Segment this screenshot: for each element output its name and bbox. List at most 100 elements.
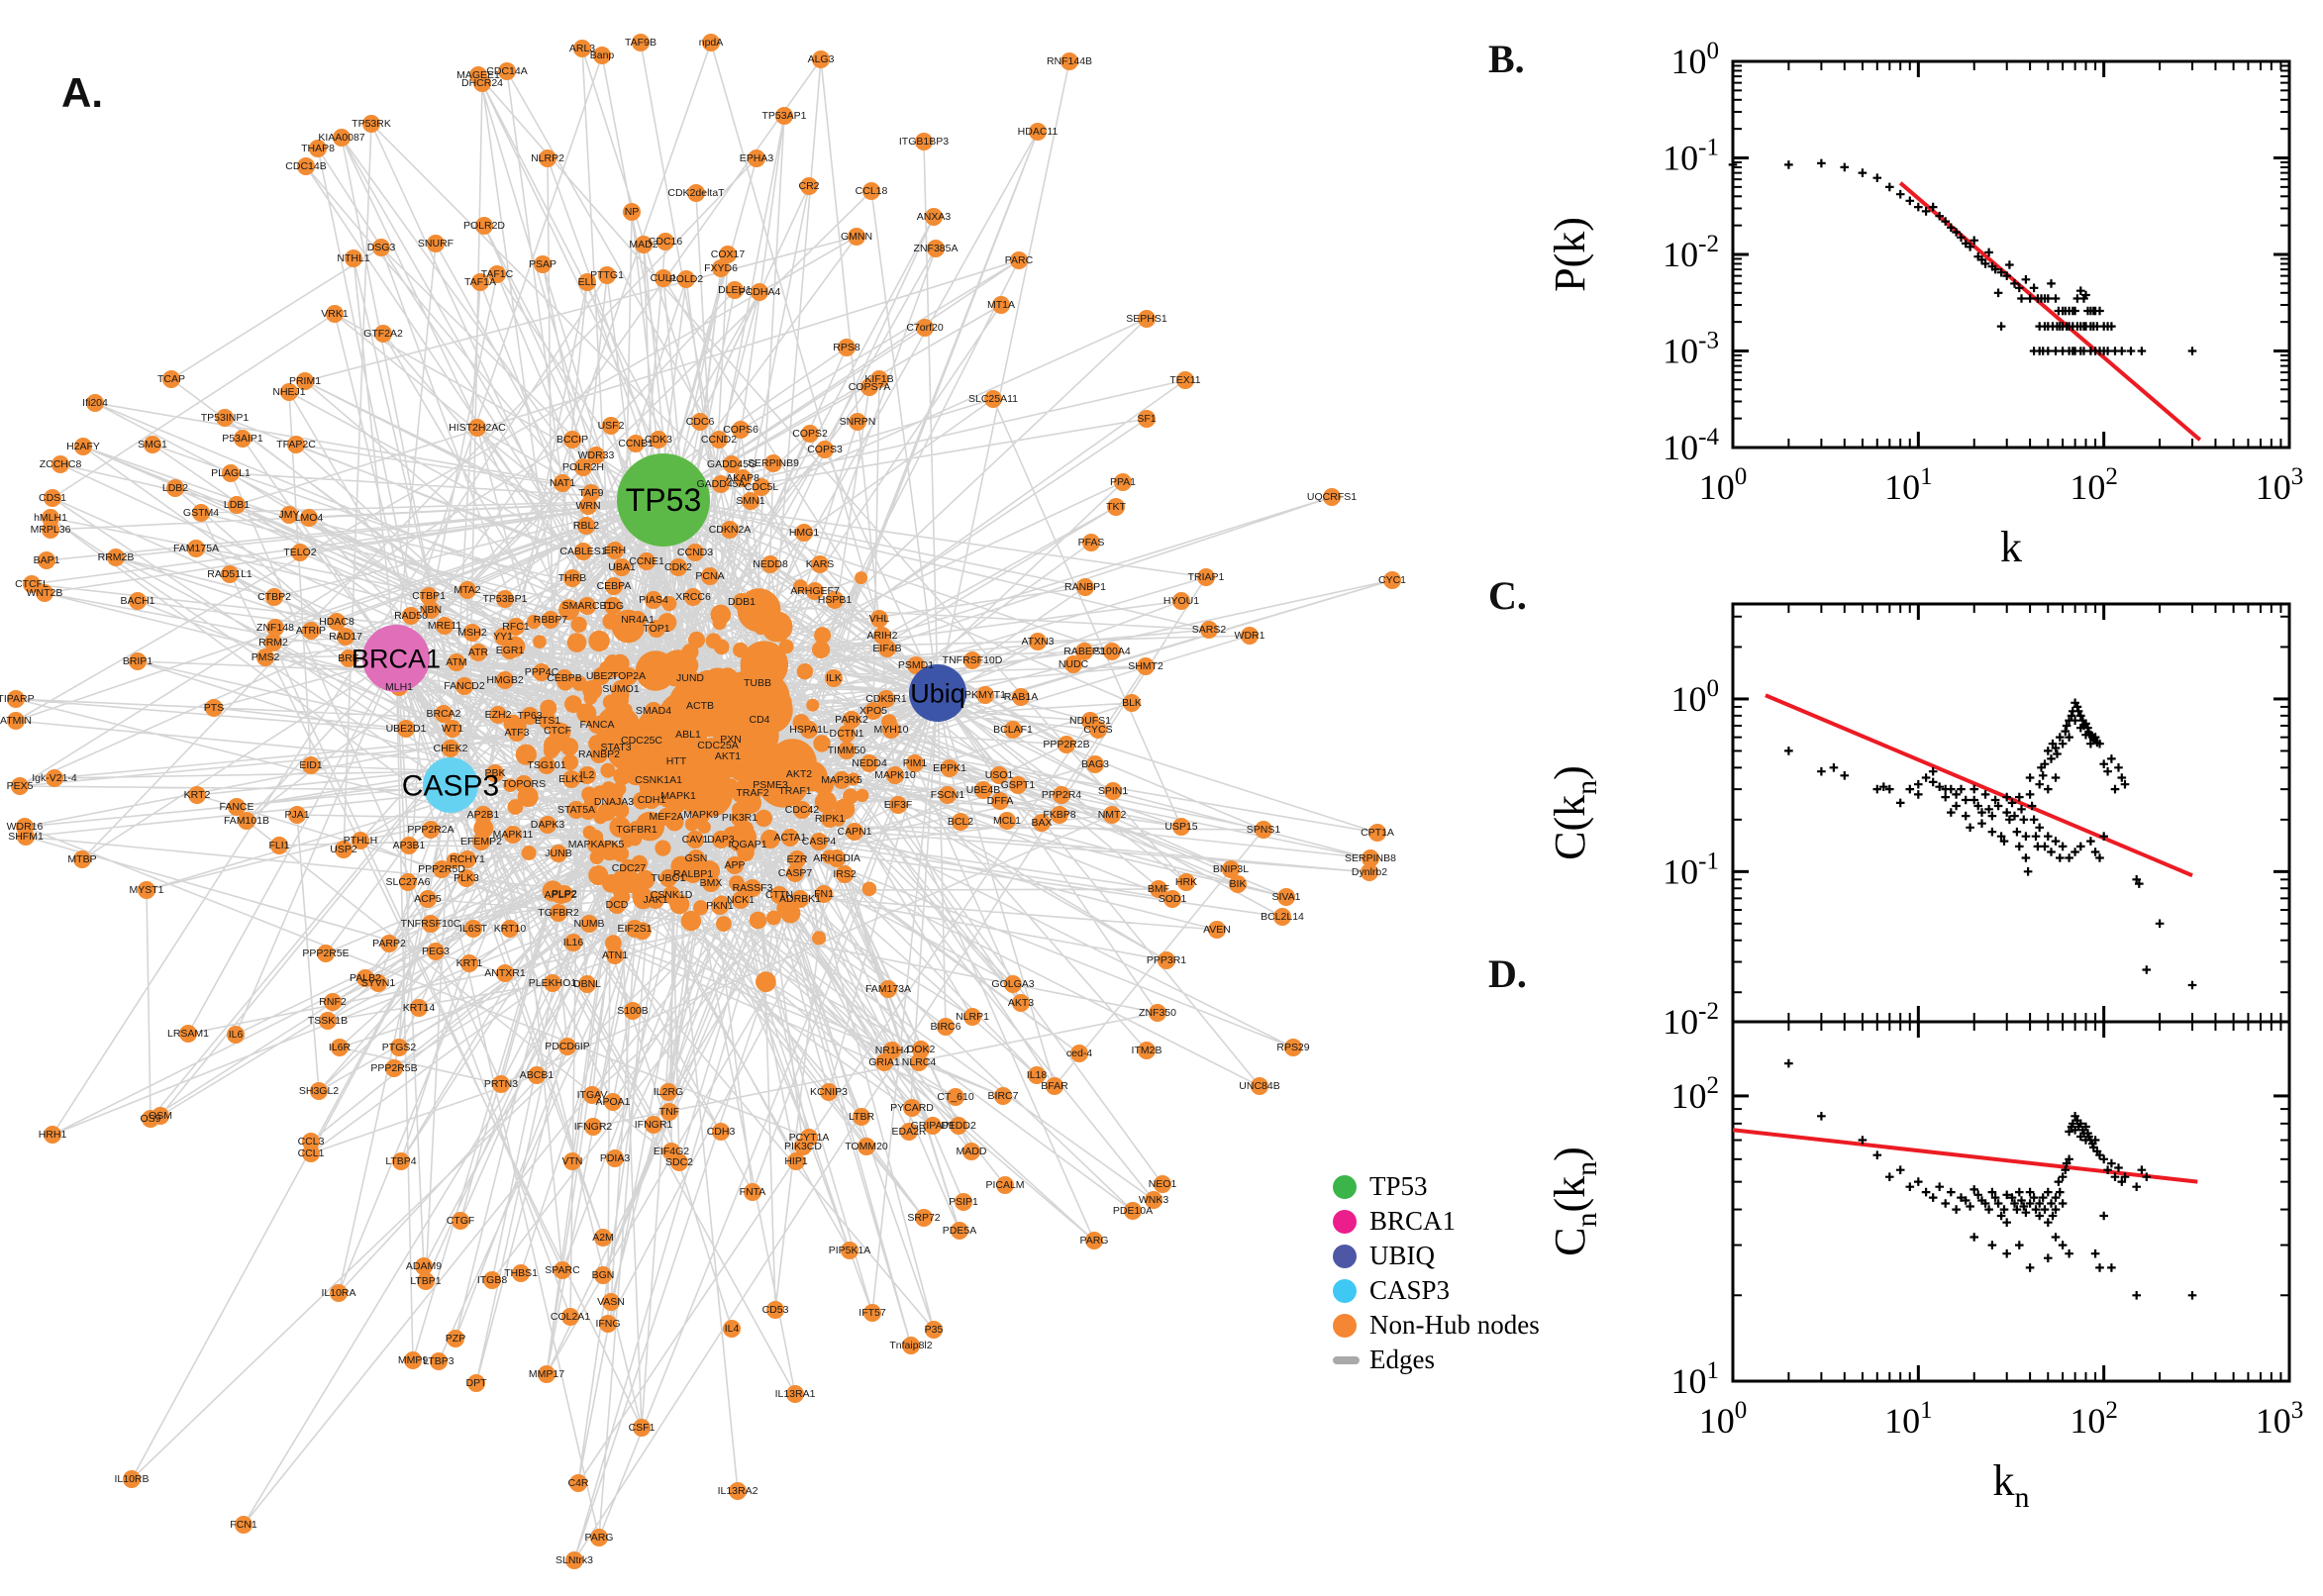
network-node bbox=[974, 781, 992, 799]
network-node-label: PLK3 bbox=[454, 872, 479, 884]
network-node bbox=[862, 182, 880, 200]
network-node bbox=[662, 886, 680, 904]
network-node bbox=[333, 129, 351, 147]
network-node-label: BRCA2 bbox=[426, 708, 460, 720]
network-node bbox=[266, 619, 284, 637]
network-node bbox=[1158, 951, 1175, 969]
network-node-label: CDC6 bbox=[686, 416, 715, 428]
network-node bbox=[7, 690, 25, 708]
network-node-label: RNF144B bbox=[1047, 55, 1092, 67]
network-node-label: JUNB bbox=[545, 848, 571, 859]
network-node bbox=[578, 273, 596, 291]
network-node-label: PIK3CD bbox=[784, 1141, 822, 1152]
network-node bbox=[264, 634, 282, 651]
network-node-label: GTF2A2 bbox=[363, 328, 403, 340]
panel-c-label: C. bbox=[1488, 573, 1527, 618]
network-node bbox=[598, 266, 616, 284]
network-node-label: GSTM4 bbox=[183, 507, 219, 519]
network-node bbox=[810, 833, 828, 850]
network-node bbox=[786, 864, 804, 882]
network-node bbox=[556, 669, 573, 687]
network-node bbox=[687, 849, 705, 867]
network-node-label: UNC84B bbox=[1239, 1080, 1279, 1092]
network-node bbox=[770, 886, 788, 904]
network-node-label: PRIM1 bbox=[289, 375, 321, 387]
legend-label: Edges bbox=[1369, 1345, 1435, 1374]
network-node bbox=[786, 782, 804, 800]
network-node-label: KCNIP3 bbox=[810, 1086, 848, 1098]
hub-node-tp53 bbox=[617, 453, 710, 547]
network-node bbox=[512, 1264, 530, 1282]
network-node bbox=[483, 1271, 501, 1289]
network-node-label: USO1 bbox=[985, 769, 1014, 781]
network-node bbox=[719, 748, 737, 765]
network-node bbox=[372, 239, 390, 256]
network-node-label: PTS bbox=[204, 702, 224, 714]
network-node-label: SH3GL2 bbox=[299, 1085, 339, 1097]
network-node bbox=[44, 1126, 61, 1144]
network-node bbox=[422, 601, 440, 619]
network-node-label: NEDD4 bbox=[852, 757, 887, 769]
network-node bbox=[903, 1099, 921, 1117]
network-node bbox=[870, 610, 888, 628]
network-node-label: CCNE1 bbox=[629, 555, 664, 567]
network-node-label: SNRPN bbox=[840, 416, 876, 428]
network-node bbox=[721, 521, 739, 539]
network-node bbox=[732, 891, 750, 909]
network-node-label: DFFA bbox=[987, 795, 1014, 807]
network-node bbox=[638, 552, 656, 570]
network-node bbox=[732, 421, 750, 439]
network-node-label: IFNGR1 bbox=[635, 1119, 673, 1131]
network-node bbox=[280, 506, 298, 524]
network-node bbox=[620, 667, 638, 685]
network-node-label: CTTN bbox=[765, 889, 793, 901]
hub-label-tp53: TP53 bbox=[626, 482, 701, 518]
network-node-label: PSIP1 bbox=[949, 1196, 978, 1208]
network-node-label: CTBP1 bbox=[412, 590, 446, 602]
network-node bbox=[1060, 52, 1078, 70]
network-node-label: CCND3 bbox=[677, 547, 713, 558]
network-node-label: ETS1 bbox=[535, 715, 560, 727]
network-node bbox=[681, 669, 699, 687]
svg-text:10-3: 10-3 bbox=[1663, 328, 1719, 371]
network-node bbox=[569, 1474, 587, 1492]
network-node bbox=[660, 1103, 678, 1121]
network-node-label: TOPORS bbox=[502, 778, 546, 790]
network-node bbox=[400, 837, 418, 854]
network-node-label: CDK2 bbox=[664, 561, 692, 573]
network-node-label: BIK bbox=[1230, 878, 1247, 890]
network-node bbox=[1138, 310, 1156, 328]
network-node-label: TP63 bbox=[517, 710, 542, 722]
network-node bbox=[380, 935, 398, 952]
network-node bbox=[458, 850, 476, 868]
network-node-label: SERPINB8 bbox=[1345, 852, 1396, 864]
network-node-label: BRIP1 bbox=[123, 655, 153, 667]
network-node-label: Tnfaip8l2 bbox=[889, 1340, 932, 1351]
network-node bbox=[647, 891, 664, 909]
network-node bbox=[227, 1026, 245, 1044]
network-node bbox=[7, 712, 25, 730]
network-node-label: BIRC6 bbox=[931, 1021, 961, 1033]
network-node bbox=[939, 786, 957, 804]
network-node bbox=[627, 435, 645, 452]
network-node-label: BCCIP bbox=[556, 434, 588, 446]
network-node-label: COL2A1 bbox=[551, 1311, 590, 1323]
network-node-label: DPT bbox=[466, 1377, 488, 1389]
network-node bbox=[489, 706, 507, 724]
network-node bbox=[330, 1284, 348, 1302]
network-node bbox=[744, 879, 761, 897]
network-node-label: IRS2 bbox=[833, 868, 857, 880]
network-node-label: TOP2A bbox=[612, 670, 646, 682]
network-node bbox=[1362, 849, 1379, 867]
network-node bbox=[138, 881, 155, 899]
network-node bbox=[629, 611, 647, 629]
network-node bbox=[751, 283, 768, 301]
network-node bbox=[1103, 806, 1121, 824]
network-node-label: EIF4G2 bbox=[654, 1146, 689, 1157]
network-node-label: TGFBR2 bbox=[538, 907, 579, 919]
network-node bbox=[633, 1419, 651, 1437]
network-node bbox=[744, 1183, 761, 1201]
network-node bbox=[328, 613, 346, 631]
network-node-label: TP53RK bbox=[352, 118, 391, 130]
network-node bbox=[588, 716, 606, 734]
